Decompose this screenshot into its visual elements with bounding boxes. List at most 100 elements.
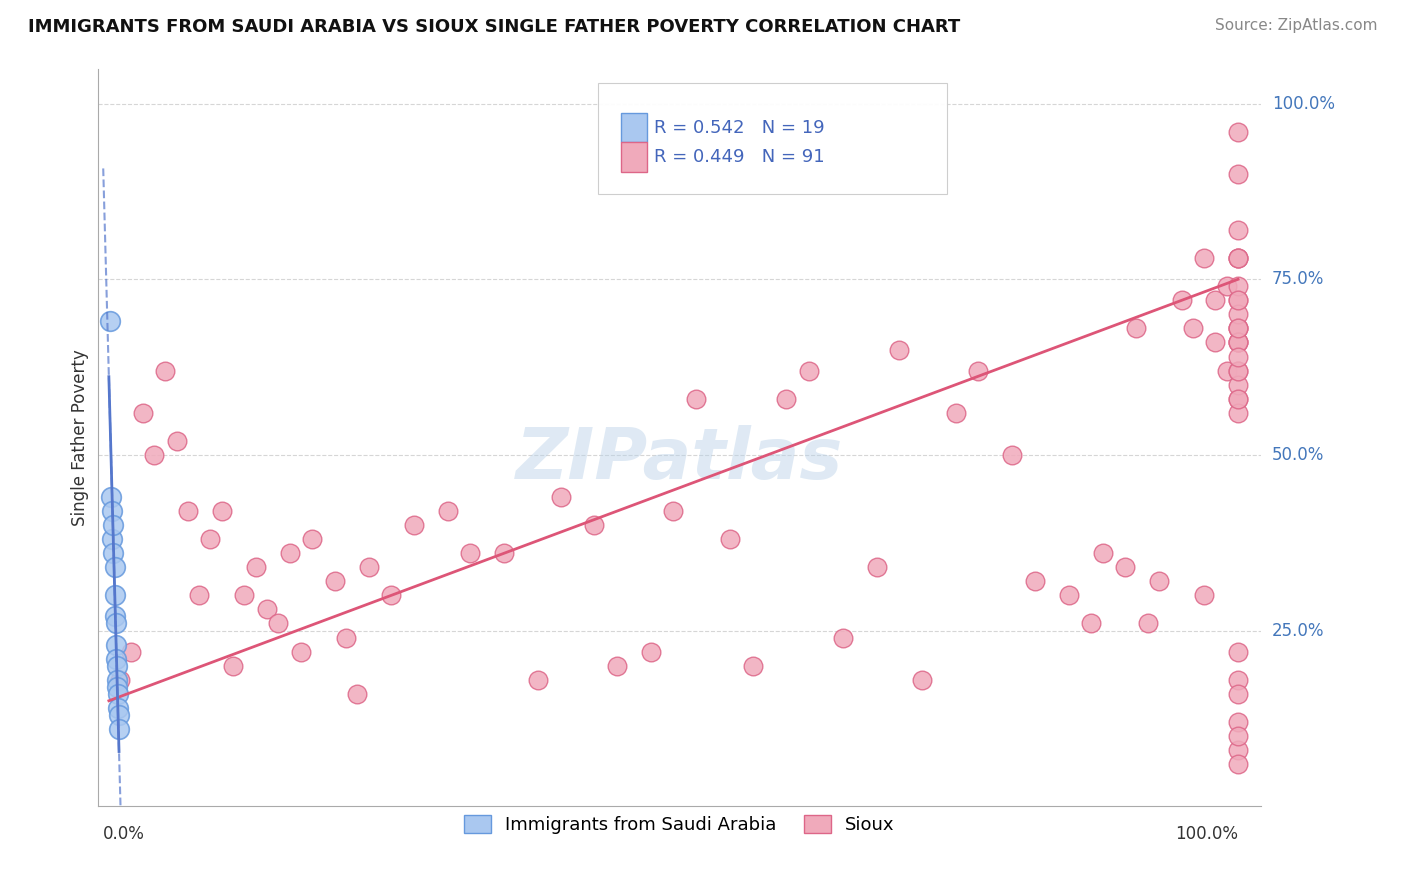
Point: [1227, 293, 1250, 308]
Point: [256, 602, 278, 616]
Point: [103, 518, 125, 533]
Point: [98, 314, 121, 328]
Point: [323, 574, 346, 589]
Point: [290, 644, 312, 658]
Point: [1057, 588, 1080, 602]
Point: [775, 392, 797, 406]
Point: [278, 546, 301, 560]
Point: [1227, 251, 1250, 265]
Point: [831, 631, 853, 645]
Point: [945, 406, 967, 420]
Point: [889, 343, 911, 357]
Point: [104, 651, 127, 665]
Point: [1227, 321, 1250, 335]
Point: [105, 673, 128, 687]
Point: [105, 658, 128, 673]
Text: Source: ZipAtlas.com: Source: ZipAtlas.com: [1215, 18, 1378, 33]
Point: [104, 616, 127, 631]
Point: [1227, 377, 1250, 392]
Point: [1227, 729, 1250, 743]
Text: 50.0%: 50.0%: [1272, 446, 1324, 464]
Point: [222, 658, 245, 673]
Text: R = 0.449   N = 91: R = 0.449 N = 91: [654, 148, 824, 166]
Point: [967, 363, 990, 377]
Point: [436, 504, 458, 518]
Bar: [621, 112, 647, 143]
Point: [550, 490, 572, 504]
Point: [1216, 363, 1239, 377]
Point: [267, 616, 290, 631]
Point: [132, 406, 155, 420]
Point: [1192, 251, 1215, 265]
Point: [233, 588, 256, 602]
Point: [1227, 335, 1250, 350]
Point: [1227, 307, 1250, 321]
Point: [108, 722, 131, 736]
Point: [301, 532, 323, 546]
Point: [1204, 293, 1226, 308]
Point: [1227, 321, 1250, 335]
Point: [1170, 293, 1192, 308]
Point: [1227, 406, 1250, 420]
Text: ZIPatlas: ZIPatlas: [516, 425, 842, 494]
Point: [1227, 293, 1250, 308]
Point: [866, 560, 889, 574]
Point: [1227, 223, 1250, 237]
Bar: [621, 143, 647, 172]
Point: [1080, 616, 1102, 631]
Point: [346, 687, 368, 701]
Point: [1227, 350, 1250, 364]
Point: [155, 363, 177, 377]
Point: [1136, 616, 1159, 631]
Point: [402, 518, 425, 533]
Point: [911, 673, 934, 687]
Point: [1204, 335, 1226, 350]
Point: [1227, 125, 1250, 139]
Point: [188, 588, 211, 602]
Point: [741, 658, 763, 673]
Text: IMMIGRANTS FROM SAUDI ARABIA VS SIOUX SINGLE FATHER POVERTY CORRELATION CHART: IMMIGRANTS FROM SAUDI ARABIA VS SIOUX SI…: [28, 18, 960, 36]
Point: [211, 504, 233, 518]
Point: [1001, 448, 1024, 462]
Text: 25.0%: 25.0%: [1272, 622, 1324, 640]
Point: [1227, 279, 1250, 293]
Text: 100.0%: 100.0%: [1272, 95, 1334, 112]
Point: [103, 560, 125, 574]
Point: [1192, 588, 1215, 602]
Point: [1147, 574, 1170, 589]
Text: 0.0%: 0.0%: [103, 824, 145, 843]
Point: [101, 504, 124, 518]
Point: [380, 588, 402, 602]
Point: [103, 609, 125, 624]
Text: R = 0.542   N = 19: R = 0.542 N = 19: [654, 119, 824, 136]
Point: [1227, 167, 1250, 181]
Point: [1181, 321, 1204, 335]
Point: [1227, 335, 1250, 350]
Point: [1227, 673, 1250, 687]
Point: [1227, 392, 1250, 406]
Point: [120, 644, 142, 658]
Point: [1227, 251, 1250, 265]
Point: [200, 532, 222, 546]
Y-axis label: Single Father Poverty: Single Father Poverty: [72, 349, 89, 525]
Point: [527, 673, 550, 687]
Point: [1227, 743, 1250, 757]
Point: [606, 658, 628, 673]
Point: [177, 504, 200, 518]
Point: [1227, 757, 1250, 772]
Point: [1227, 363, 1250, 377]
Point: [108, 707, 131, 722]
Point: [105, 680, 128, 694]
Point: [1227, 714, 1250, 729]
Point: [103, 546, 125, 560]
Point: [640, 644, 662, 658]
Point: [1227, 644, 1250, 658]
Point: [1227, 321, 1250, 335]
Text: 75.0%: 75.0%: [1272, 270, 1324, 288]
Point: [245, 560, 267, 574]
Point: [100, 490, 122, 504]
FancyBboxPatch shape: [598, 83, 946, 194]
Point: [143, 448, 166, 462]
Point: [458, 546, 481, 560]
Point: [1227, 392, 1250, 406]
